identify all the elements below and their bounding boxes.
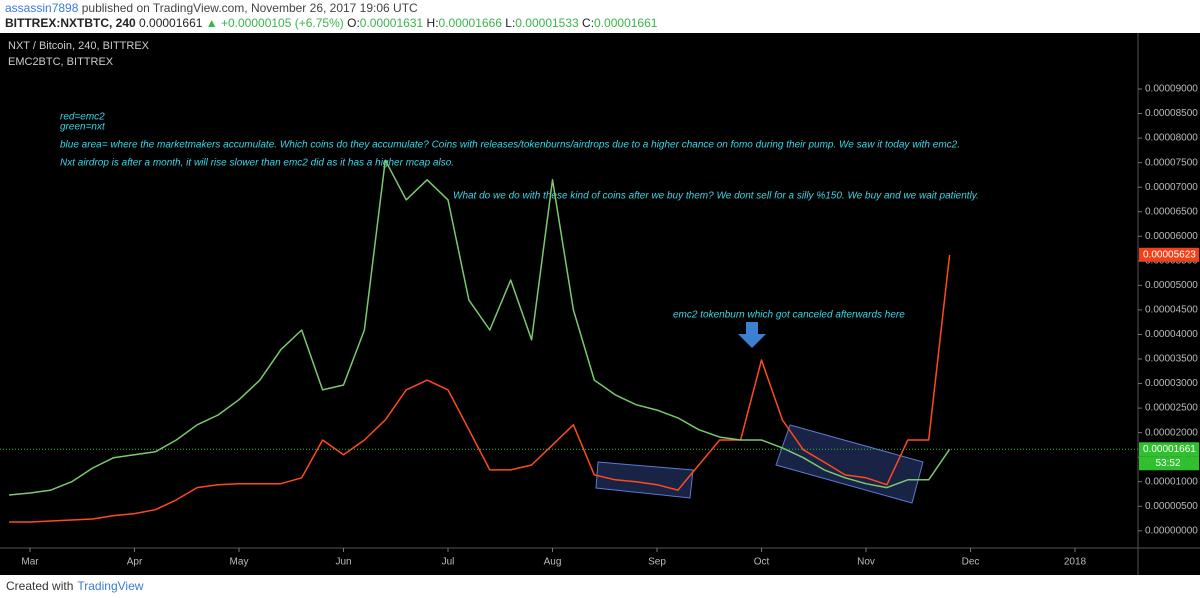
- symbol: BITTREX:NXTBTC, 240: [5, 16, 136, 30]
- ohlc-value: 0.00001533: [515, 16, 579, 30]
- annotation: Nxt airdrop is after a month, it will ri…: [60, 158, 454, 169]
- ohlc-value: 0.00001631: [359, 16, 424, 30]
- legend-entry: EMC2BTC, BITTREX: [8, 56, 114, 68]
- price: 0.00001661: [139, 16, 203, 30]
- y-tick-label: 0.00003500: [1145, 354, 1198, 365]
- annotation: red=emc2: [60, 112, 105, 123]
- y-tick-label: 0.00000000: [1145, 525, 1198, 536]
- countdown: 53:52: [1155, 458, 1180, 469]
- countdown-badge: [1139, 456, 1199, 471]
- y-tick-label: 0.00004500: [1145, 305, 1198, 316]
- author[interactable]: assassin7898: [5, 1, 79, 15]
- y-tick-label: 0.00006500: [1145, 206, 1198, 217]
- x-tick-label: Apr: [127, 557, 143, 568]
- brand[interactable]: TradingView: [77, 579, 144, 593]
- price-badge-label: 0.00005623: [1143, 249, 1196, 260]
- accumulation-area: [775, 424, 924, 504]
- x-tick-label: Sep: [648, 557, 666, 568]
- ohlc-label: C:: [582, 16, 595, 30]
- annotation: green=nxt: [60, 122, 106, 133]
- accumulation-area: [595, 461, 694, 499]
- ohlc-value: 0.00001666: [438, 16, 502, 30]
- footer-text: Created with: [6, 579, 74, 593]
- y-tick-label: 0.00006000: [1145, 231, 1198, 242]
- legend-entry: NXT / Bitcoin, 240, BITTREX: [8, 40, 150, 52]
- y-tick-label: 0.00002500: [1145, 403, 1198, 414]
- ohlc-value: 0.00001661: [594, 16, 658, 30]
- x-tick-label: Dec: [962, 557, 980, 568]
- change: ▲ +0.00000105 (+6.75%): [205, 16, 344, 30]
- x-tick-label: Jul: [442, 557, 455, 568]
- x-tick-label: May: [230, 557, 249, 568]
- price-badge: [1139, 247, 1199, 262]
- x-tick-label: Mar: [21, 557, 39, 568]
- annotation: emc2 tokenburn which got canceled afterw…: [673, 310, 905, 321]
- y-tick-label: 0.00005000: [1145, 280, 1198, 291]
- x-tick-label: Jun: [335, 557, 351, 568]
- series-line: [9, 159, 951, 496]
- header: assassin7898 published on TradingView.co…: [0, 0, 1200, 33]
- y-tick-label: 0.00003000: [1145, 378, 1198, 389]
- x-tick-label: 2018: [1064, 557, 1087, 568]
- header-line-1: assassin7898 published on TradingView.co…: [5, 1, 1200, 16]
- annotation: blue area= where the marketmakers accumu…: [60, 140, 960, 151]
- y-tick-label: 0.00008500: [1145, 108, 1198, 119]
- x-tick-label: Aug: [544, 557, 562, 568]
- x-tick-label: Oct: [754, 557, 770, 568]
- x-tick-label: Nov: [857, 557, 875, 568]
- chart: NXT / Bitcoin, 240, BITTREX EMC2BTC, BIT…: [0, 33, 1200, 575]
- ohlc-label: L:: [505, 16, 516, 30]
- price-badge-label: 0.00001661: [1143, 444, 1196, 455]
- footer: Created with TradingView: [0, 575, 1200, 598]
- y-tick-label: 0.00001000: [1145, 476, 1198, 487]
- y-tick-label: 0.00007500: [1145, 157, 1198, 168]
- header-line-2: BITTREX:NXTBTC, 240 0.00001661 ▲ +0.0000…: [5, 16, 1200, 31]
- y-tick-label: 0.00004000: [1145, 329, 1198, 340]
- published: published on TradingView.com, November 2…: [81, 1, 418, 15]
- y-tick-label: 0.00009000: [1145, 84, 1198, 95]
- y-tick-label: 0.00002000: [1145, 427, 1198, 438]
- y-tick-label: 0.00000500: [1145, 501, 1198, 512]
- arrow: [738, 322, 766, 348]
- ohlc-label: H:: [426, 16, 439, 30]
- price-badge: [1139, 442, 1199, 457]
- ohlc-label: O:: [347, 16, 360, 30]
- series-line: [9, 254, 951, 523]
- y-tick-label: 0.00008000: [1145, 133, 1198, 144]
- annotation: What do we do with these kind of coins a…: [453, 191, 979, 202]
- y-tick-label: 0.00007000: [1145, 182, 1198, 193]
